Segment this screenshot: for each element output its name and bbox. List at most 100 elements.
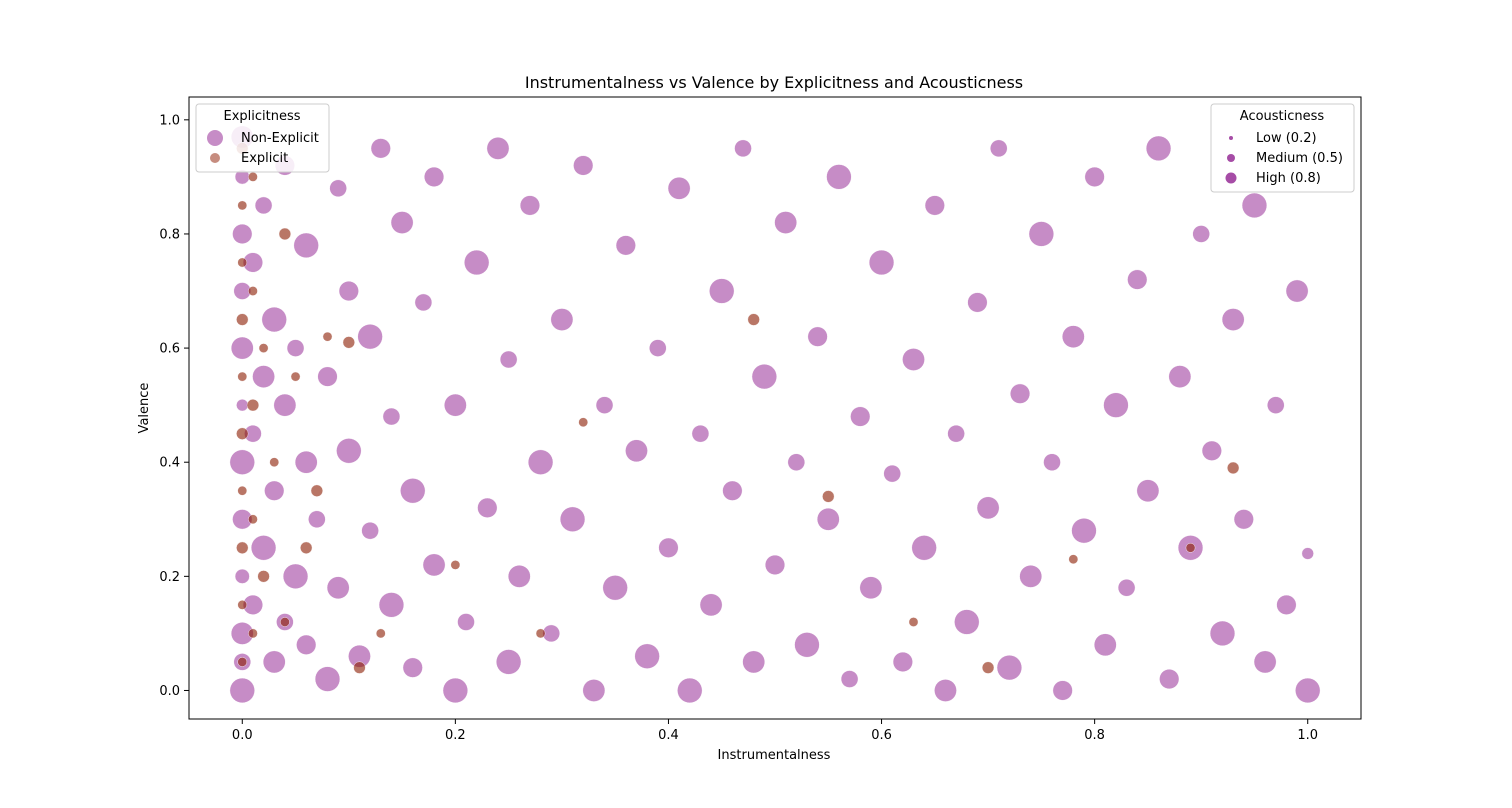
non-explicit-point (1168, 365, 1192, 388)
explicit-point (237, 657, 248, 667)
non-explicit-point (414, 293, 433, 312)
explicit-point (258, 343, 269, 353)
chart-title: Instrumentalness vs Valence by Explicitn… (525, 73, 1023, 92)
explicit-point (248, 286, 258, 296)
non-explicit-point (1071, 518, 1097, 544)
non-explicit-point (787, 453, 806, 471)
non-explicit-point (457, 613, 475, 631)
non-explicit-point (402, 657, 423, 678)
non-explicit-point (1301, 547, 1314, 560)
y-tick-label: 0.4 (159, 456, 180, 471)
non-explicit-point (826, 164, 852, 190)
y-tick-label: 1.0 (159, 113, 180, 128)
legend-acousticness: Acousticness Low (0.2) Medium (0.5) High… (1210, 103, 1355, 193)
x-tick-label: 0.4 (658, 728, 679, 743)
non-explicit-point (1010, 383, 1031, 404)
non-explicit-point (658, 537, 679, 558)
explicit-point (1227, 461, 1240, 475)
non-explicit-point (424, 166, 445, 187)
x-tick-label: 0.2 (445, 728, 466, 743)
non-explicit-point (264, 480, 285, 501)
non-explicit-point (378, 592, 405, 618)
non-explicit-point (1201, 440, 1222, 461)
explicit-point (248, 514, 258, 525)
non-explicit-point (357, 324, 383, 350)
non-explicit-point (709, 278, 735, 304)
legend-explicitness: Explicitness Non-Explicit Explicit (195, 103, 330, 173)
non-explicit-point (317, 366, 338, 387)
non-explicit-point (976, 496, 1000, 520)
y-tick-label: 0.2 (159, 570, 180, 585)
x-tick-label: 0.0 (232, 728, 253, 743)
non-explicit-point (229, 449, 255, 475)
non-explicit-point (527, 449, 554, 475)
legend-medium-marker (1227, 154, 1235, 162)
non-explicit-point (1253, 650, 1277, 674)
explicit-point (236, 427, 249, 440)
explicit-point (269, 457, 280, 468)
non-explicit-point (254, 196, 273, 215)
explicit-point (535, 628, 546, 639)
non-explicit-point (1241, 192, 1268, 219)
non-explicit-point (382, 407, 401, 426)
non-explicit-point (444, 393, 467, 417)
explicit-point (237, 200, 248, 211)
non-explicit-point (1062, 325, 1085, 348)
non-explicit-point (1019, 565, 1043, 588)
y-tick-label: 0.0 (159, 684, 180, 699)
non-explicit-point (573, 155, 594, 176)
x-axis-label: Instrumentalness (718, 748, 831, 763)
non-explicit-point (1192, 225, 1210, 243)
explicit-point (237, 485, 248, 496)
non-explicit-point (615, 235, 636, 256)
non-explicit-point (1103, 392, 1129, 418)
non-explicit-point (326, 576, 350, 600)
explicit-point (310, 484, 323, 497)
non-explicit-point (293, 232, 319, 258)
non-explicit-point (625, 439, 648, 463)
non-explicit-point (507, 565, 531, 588)
non-explicit-point (677, 677, 703, 704)
non-explicit-point (1084, 166, 1105, 187)
explicit-point (278, 227, 291, 241)
non-explicit-point (924, 195, 945, 216)
non-explicit-point (691, 424, 710, 443)
non-explicit-point (1052, 680, 1073, 701)
y-axis-label: Valence (137, 383, 152, 434)
non-explicit-point (1276, 594, 1297, 615)
legend-non-explicit-label: Non-Explicit (241, 131, 319, 146)
explicit-point (237, 257, 248, 268)
legend-medium-label: Medium (0.5) (1256, 151, 1343, 166)
non-explicit-point (954, 609, 980, 635)
non-explicit-point (273, 393, 297, 417)
non-explicit-point (996, 655, 1022, 681)
explicit-point (236, 541, 249, 554)
non-explicit-point (794, 632, 820, 658)
non-explicit-point (667, 177, 691, 200)
non-explicit-point (595, 396, 614, 414)
non-explicit-point (442, 677, 468, 704)
explicit-point (257, 570, 270, 583)
legend-explicit-label: Explicit (241, 151, 288, 166)
explicit-point (280, 617, 290, 627)
non-explicit-point (1285, 279, 1309, 303)
non-explicit-point (390, 211, 414, 234)
explicit-point (248, 172, 258, 182)
non-explicit-point (338, 281, 359, 302)
explicit-point (246, 399, 260, 412)
non-explicit-point (252, 365, 275, 388)
non-explicit-point (699, 593, 723, 617)
legend-low-marker (1229, 136, 1233, 140)
non-explicit-point (765, 554, 786, 575)
non-explicit-point (1233, 509, 1254, 530)
non-explicit-point (234, 568, 250, 584)
non-explicit-point (1209, 620, 1236, 647)
explicit-point (450, 560, 461, 570)
non-explicit-point (649, 339, 667, 357)
explicit-point (1068, 554, 1079, 565)
non-explicit-point (911, 535, 937, 561)
non-explicit-points (229, 125, 1321, 704)
non-explicit-point (336, 438, 362, 464)
non-explicit-point (250, 535, 277, 561)
non-explicit-point (1043, 453, 1061, 471)
